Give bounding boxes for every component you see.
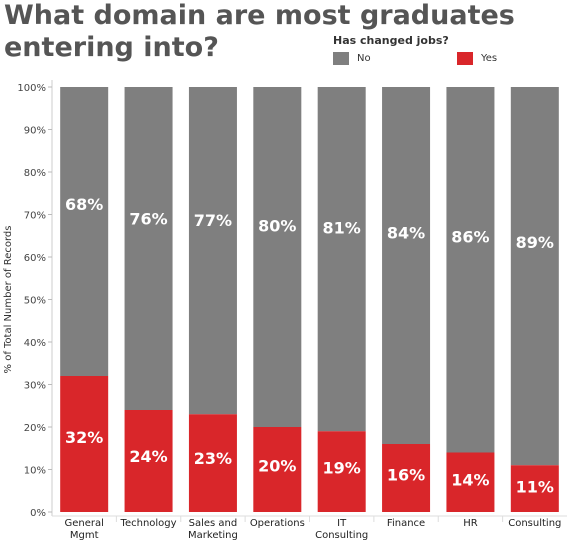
category-label: Marketing [188, 530, 238, 541]
y-tick-label: 100% [17, 83, 46, 94]
data-label-no: 89% [516, 233, 554, 252]
data-label-yes: 11% [516, 477, 554, 496]
category-label: Consulting [508, 518, 561, 529]
category-label: IT [337, 518, 347, 529]
bar-yes [60, 376, 109, 512]
data-label-no: 68% [65, 195, 103, 214]
data-label-yes: 16% [387, 466, 425, 485]
bar-no [60, 87, 109, 376]
legend-item-no[interactable]: No [333, 52, 371, 65]
data-label-yes: 14% [451, 470, 489, 489]
y-axis-title: % of Total Number of Records [3, 226, 14, 374]
bar-yes [382, 444, 431, 512]
legend-swatch-no [333, 52, 349, 65]
legend-label-yes: Yes [481, 53, 498, 64]
data-label-no: 86% [451, 227, 489, 246]
bar-no [510, 87, 559, 466]
legend-swatch-yes [457, 52, 473, 65]
category-label: HR [463, 518, 478, 529]
y-tick-label: 20% [24, 423, 46, 434]
bar-no [188, 87, 237, 415]
data-label-yes: 20% [258, 456, 296, 475]
category-label: Technology [120, 518, 177, 529]
bar-yes [124, 410, 173, 512]
data-label-no: 84% [387, 224, 425, 243]
bar-no [317, 87, 366, 432]
data-label-no: 80% [258, 217, 296, 236]
bar-no [253, 87, 302, 427]
y-tick-label: 80% [24, 168, 46, 179]
y-tick-label: 0% [30, 508, 46, 519]
bar-no [382, 87, 431, 444]
chart-title: What domain are most graduates entering … [4, 0, 515, 63]
y-tick-label: 40% [24, 338, 46, 349]
bar-yes [317, 431, 366, 512]
y-tick-label: 10% [24, 466, 46, 477]
category-label: Mgmt [70, 530, 99, 541]
bar-yes [510, 465, 559, 512]
bar-yes [253, 427, 302, 512]
y-tick-label: 30% [24, 381, 46, 392]
data-label-yes: 23% [194, 449, 232, 468]
data-label-no: 81% [323, 218, 361, 237]
data-label-no: 76% [129, 209, 167, 228]
bar-yes [446, 452, 495, 512]
y-tick-label: 90% [24, 126, 46, 137]
data-label-yes: 32% [65, 428, 103, 447]
category-label: Sales and [189, 518, 238, 529]
data-label-yes: 19% [323, 459, 361, 478]
y-tick-label: 50% [24, 296, 46, 307]
data-label-yes: 24% [129, 447, 167, 466]
legend-label-no: No [357, 53, 371, 64]
bar-no [124, 87, 173, 410]
data-label-no: 77% [194, 211, 232, 230]
legend: Has changed jobs? No Yes [333, 34, 533, 65]
bar-yes [188, 414, 237, 512]
category-label: General [64, 518, 103, 529]
y-tick-label: 70% [24, 211, 46, 222]
bar-no [446, 87, 495, 453]
category-label: Operations [250, 518, 305, 529]
legend-item-yes[interactable]: Yes [457, 52, 497, 65]
category-label: Consulting [315, 530, 368, 541]
legend-title: Has changed jobs? [333, 34, 449, 47]
category-label: Finance [387, 518, 425, 529]
y-tick-label: 60% [24, 253, 46, 264]
